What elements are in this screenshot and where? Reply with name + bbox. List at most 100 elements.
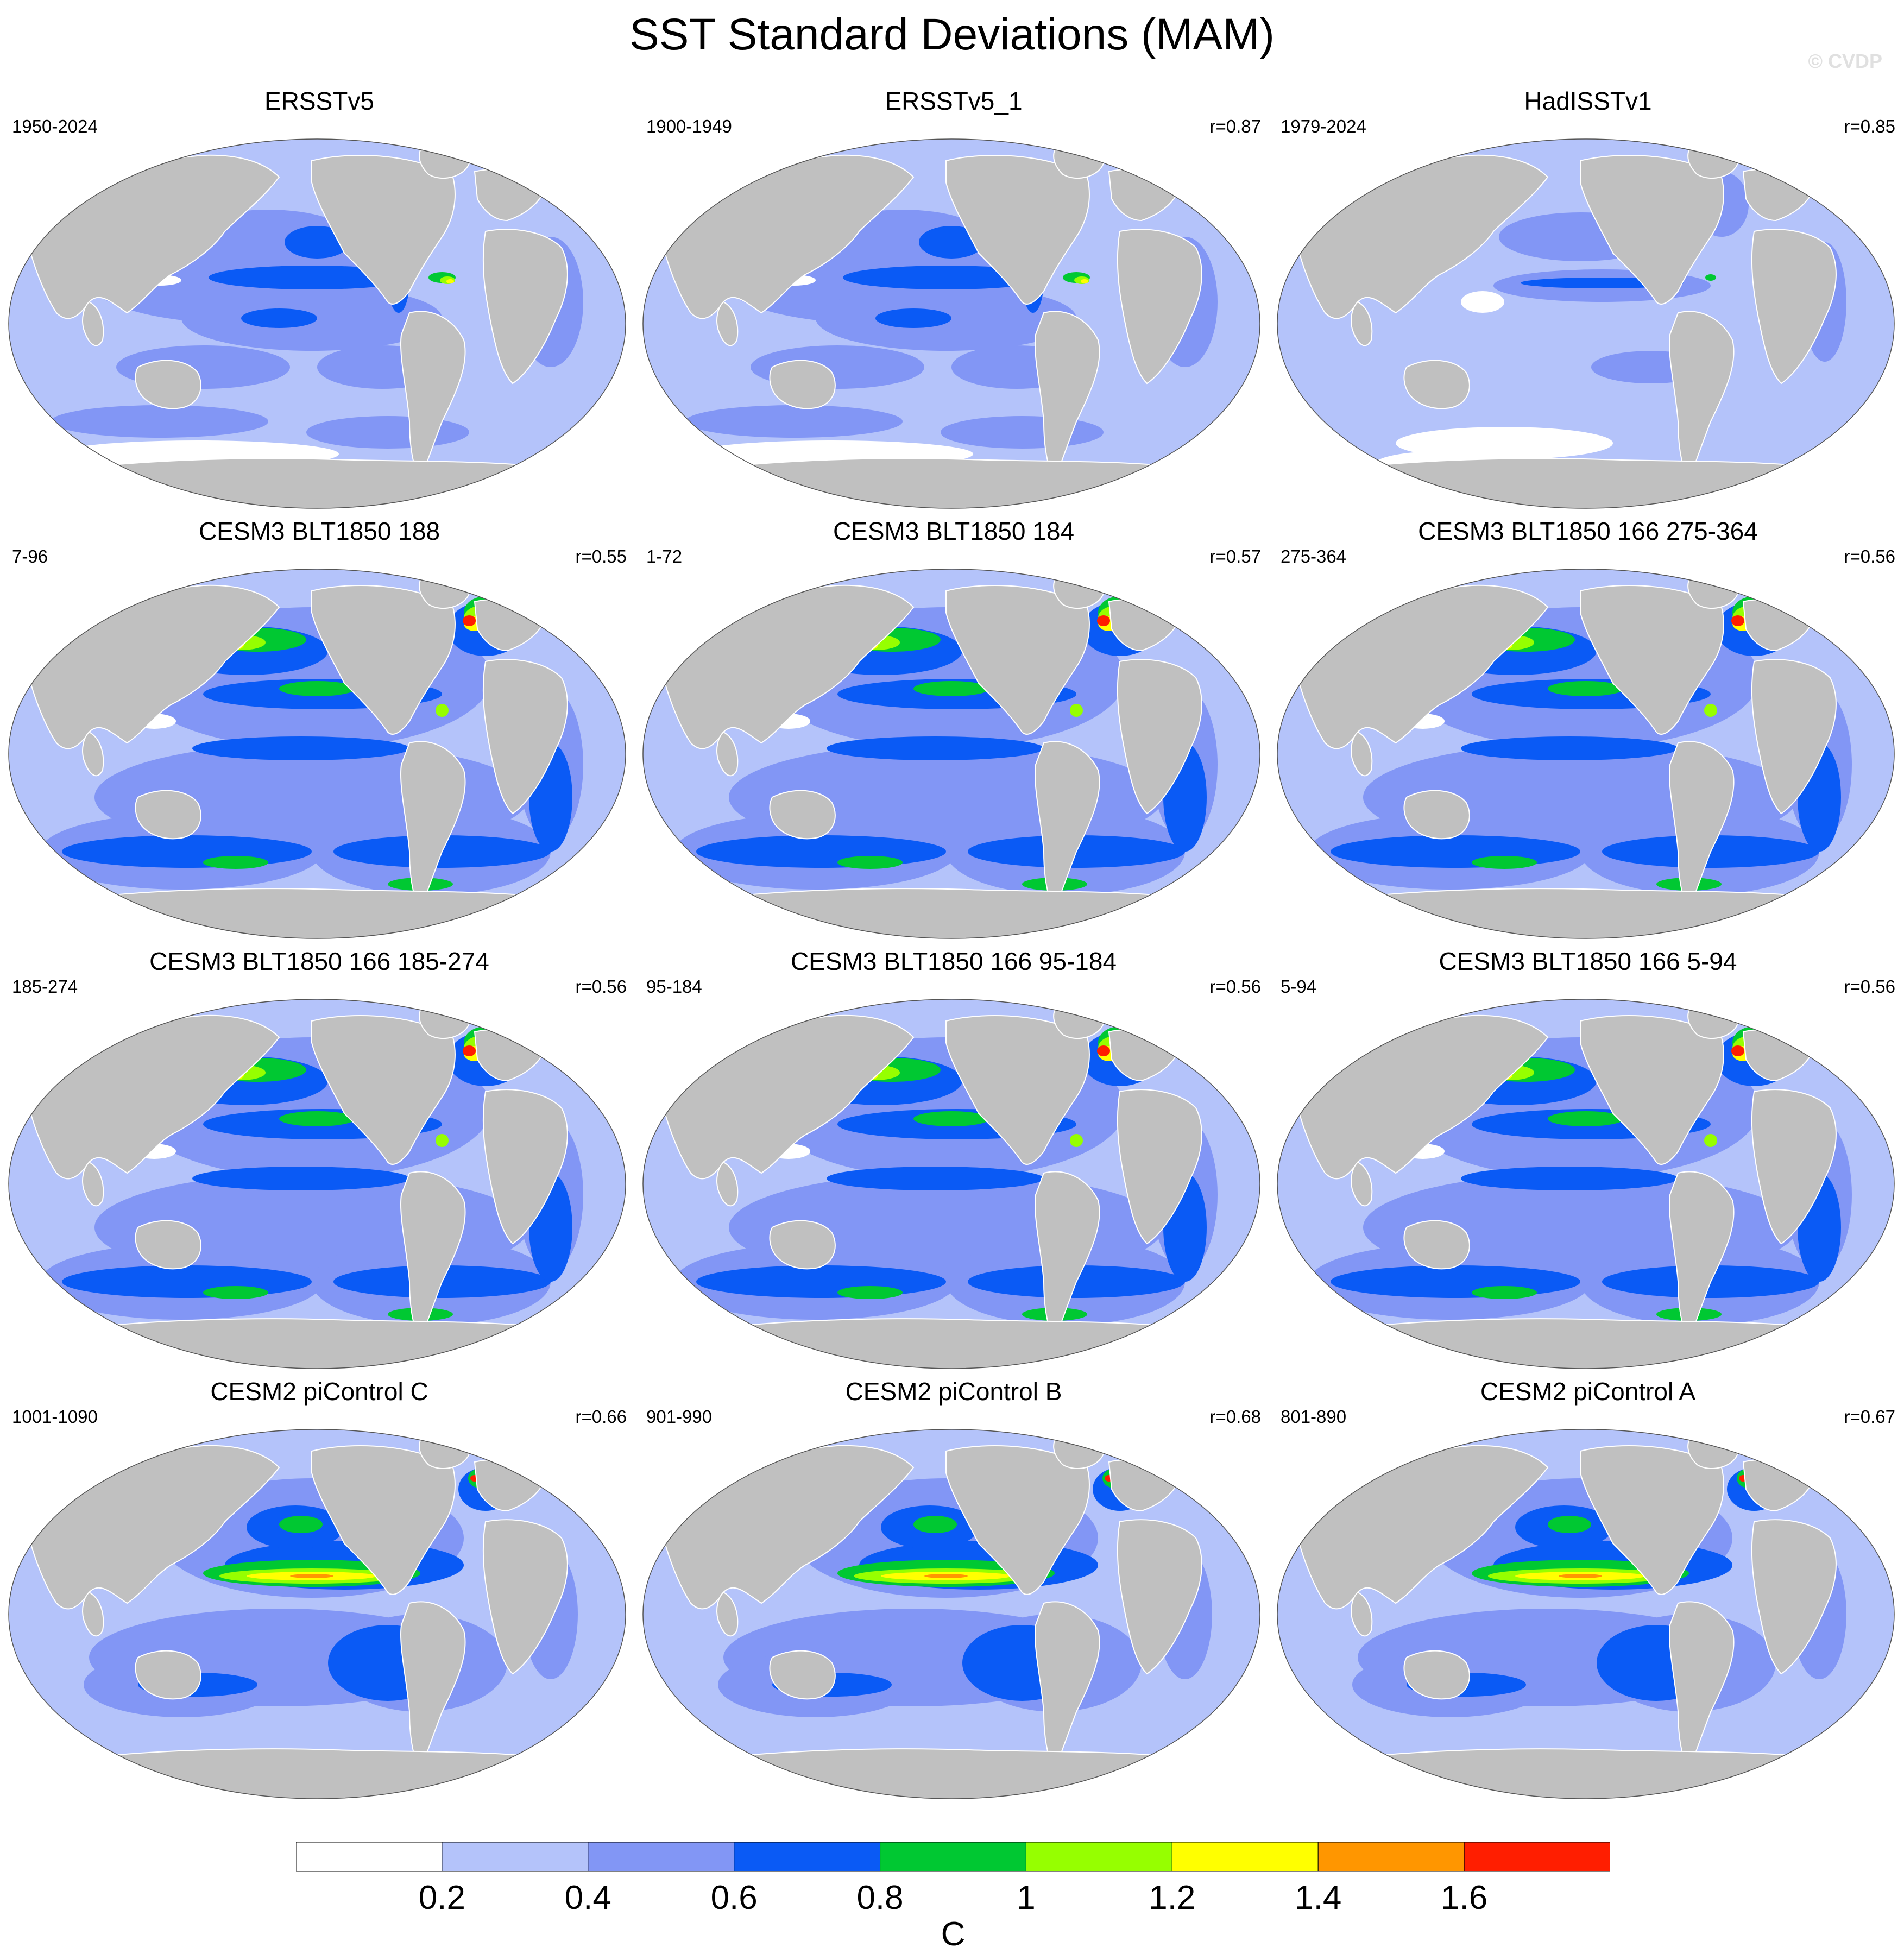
sst-contour xyxy=(696,1265,946,1298)
sst-contour xyxy=(1461,736,1678,760)
panel-title: CESM3 BLT1850 166 185-274 xyxy=(149,947,489,975)
colorbar-swatch xyxy=(442,1842,589,1872)
sst-contour xyxy=(1396,427,1613,459)
sst-contour xyxy=(913,1111,989,1126)
map-border xyxy=(8,138,626,509)
land-samerica xyxy=(1035,1171,1100,1343)
panel-title: HadISSTv1 xyxy=(1524,87,1652,115)
land-india xyxy=(716,1591,739,1637)
map-border xyxy=(1277,138,1895,509)
land-antarctica xyxy=(1328,1318,1843,1369)
sst-contour xyxy=(1548,1516,1591,1533)
land-africa xyxy=(1117,659,1202,815)
map-border xyxy=(1277,999,1895,1369)
sst-contour xyxy=(285,226,350,259)
panel-period: 1-72 xyxy=(646,546,683,566)
sst-contour xyxy=(62,835,312,868)
sst-contour xyxy=(1559,1574,1602,1578)
land-antarctica xyxy=(60,1318,575,1369)
sst-contour xyxy=(279,1111,355,1126)
sst-contour xyxy=(1461,1167,1678,1190)
sst-contour xyxy=(436,1134,449,1147)
land-australia xyxy=(135,790,201,840)
colorbar-tick-label: 1.4 xyxy=(1295,1879,1341,1917)
land-australia xyxy=(769,790,836,840)
world-map xyxy=(1277,138,1895,509)
sst-contour xyxy=(1548,1111,1624,1126)
sst-contour xyxy=(1070,1134,1083,1147)
panel-title: ERSSTv5_1 xyxy=(885,87,1023,115)
panel-period: 7-96 xyxy=(12,546,48,566)
sst-contour xyxy=(192,736,409,760)
land-australia xyxy=(135,1220,201,1270)
watermark: © CVDP xyxy=(1808,50,1882,72)
sst-contour xyxy=(1472,856,1537,869)
sst-contour xyxy=(1704,1134,1717,1147)
panel-title: ERSSTv5 xyxy=(264,87,374,115)
sst-contour xyxy=(241,308,317,328)
sst-contour xyxy=(913,681,989,696)
land-india xyxy=(716,301,739,346)
sst-contour xyxy=(919,226,984,259)
land-india xyxy=(82,731,104,777)
land-india xyxy=(716,731,739,777)
panel-correlation: r=0.66 xyxy=(575,1407,627,1427)
land-samerica xyxy=(400,311,466,483)
sst-contour xyxy=(837,856,903,869)
land-samerica xyxy=(1035,741,1100,913)
land-antarctica xyxy=(694,1318,1209,1369)
colorbar-swatch xyxy=(1171,1842,1319,1872)
panel-period: 185-274 xyxy=(12,976,78,997)
panel-title: CESM3 BLT1850 166 275-364 xyxy=(1418,517,1758,545)
sst-contour xyxy=(51,405,268,438)
colorbar-swatch xyxy=(880,1842,1026,1872)
land-samerica xyxy=(400,1601,466,1773)
land-antarctica xyxy=(60,1748,575,1799)
sst-contour xyxy=(827,1167,1044,1190)
land-antarctica xyxy=(694,1748,1209,1799)
sst-contour xyxy=(924,1574,968,1578)
sst-contour xyxy=(1081,279,1088,283)
land-antarctica xyxy=(60,888,575,938)
land-antarctica xyxy=(1328,458,1843,508)
land-samerica xyxy=(400,741,466,913)
land-africa xyxy=(1117,1519,1202,1675)
world-map xyxy=(8,999,626,1369)
sst-contour xyxy=(192,1167,409,1190)
panel-period: 95-184 xyxy=(646,976,702,997)
land-africa xyxy=(1751,229,1837,385)
panel-correlation: r=0.56 xyxy=(575,976,627,997)
land-antarctica xyxy=(60,458,575,508)
land-samerica xyxy=(1669,1601,1735,1773)
map-border xyxy=(642,999,1260,1369)
colorbar-tick-label: 1.2 xyxy=(1149,1879,1195,1917)
map-panel: CESM2 piControl A 801-890 r=0.67 xyxy=(1271,1376,1904,1805)
world-map xyxy=(642,1429,1260,1799)
sst-contour xyxy=(1461,291,1504,313)
panel-title: CESM2 piControl C xyxy=(210,1377,428,1406)
colorbar-swatch xyxy=(1317,1842,1465,1872)
land-samerica xyxy=(1035,1601,1100,1773)
panel-correlation: r=0.56 xyxy=(1844,976,1896,997)
colorbar-tick-label: 1.6 xyxy=(1441,1879,1487,1917)
sst-contour xyxy=(913,1516,957,1533)
map-border xyxy=(8,1429,626,1799)
land-africa xyxy=(482,229,568,385)
colorbar-tick-label: 0.4 xyxy=(565,1879,611,1917)
land-australia xyxy=(1403,790,1470,840)
panel-period: 275-364 xyxy=(1281,546,1347,566)
sst-contour xyxy=(463,615,476,626)
map-border xyxy=(642,569,1260,939)
sst-contour xyxy=(1704,704,1717,717)
land-india xyxy=(1351,1591,1373,1637)
land-africa xyxy=(482,1519,568,1675)
map-panel: CESM3 BLT1850 166 185-274 185-274 r=0.56 xyxy=(2,946,636,1375)
map-panel: ERSSTv5 1950-2024 xyxy=(2,86,636,515)
map-border xyxy=(1277,1429,1895,1799)
sst-contour xyxy=(203,856,268,869)
land-india xyxy=(1351,1161,1373,1207)
land-australia xyxy=(1403,1220,1470,1270)
panel-correlation: r=0.87 xyxy=(1209,116,1262,136)
world-map xyxy=(8,138,626,509)
colorbar-swatch xyxy=(734,1842,881,1872)
